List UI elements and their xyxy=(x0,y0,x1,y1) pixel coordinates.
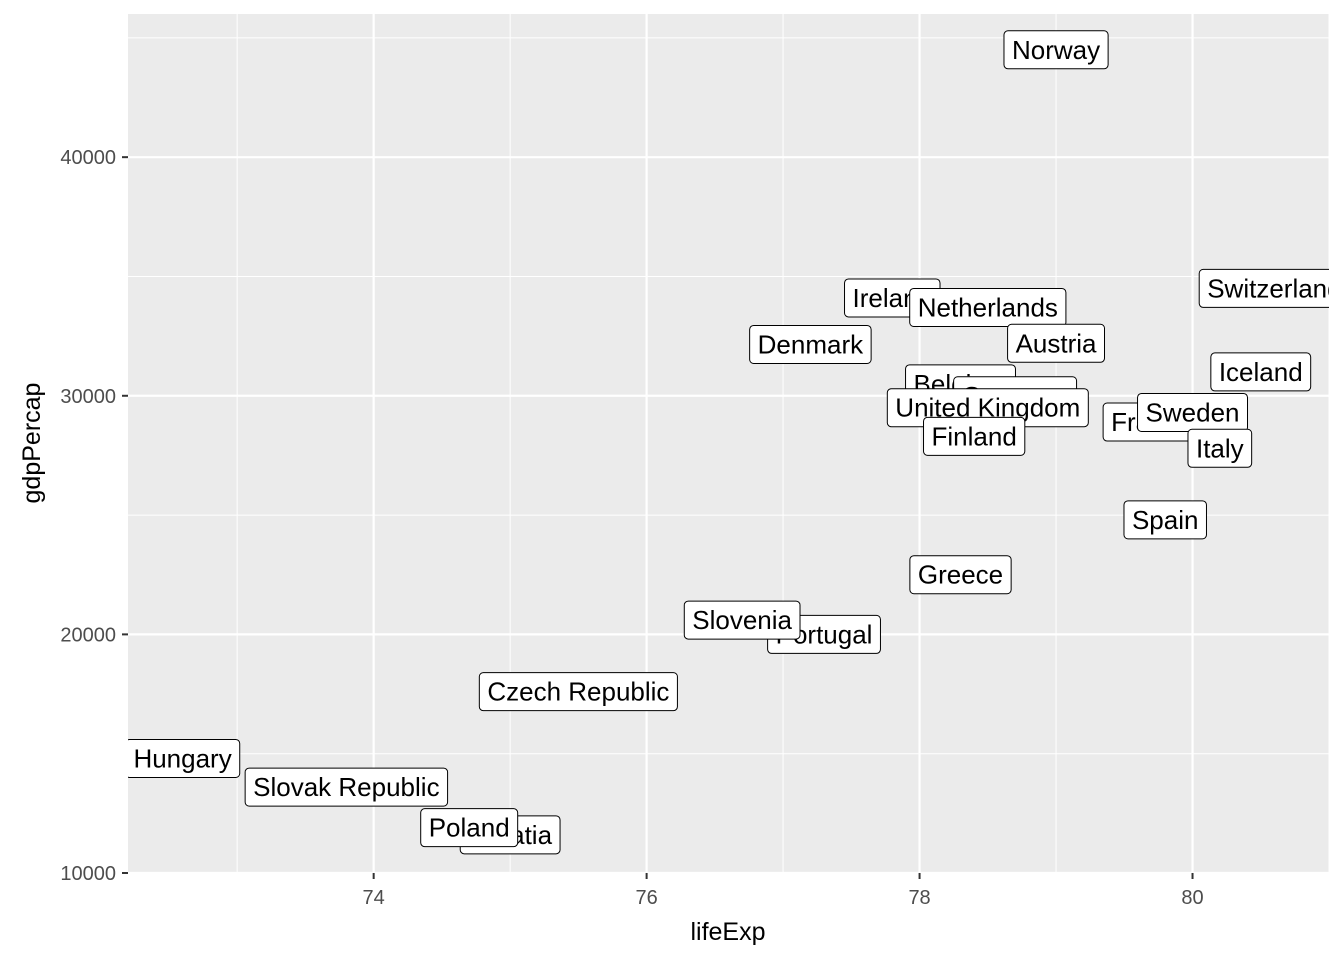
point-label-text: Greece xyxy=(918,560,1003,590)
point-label-box xyxy=(420,808,519,848)
y-tick-label: 20000 xyxy=(60,624,116,646)
point-label-box xyxy=(1187,428,1253,468)
point-label-box xyxy=(923,416,1026,456)
point-label-box xyxy=(1198,268,1329,308)
point-labels: NorwaySwitzerlandIrelandNetherlandsAustr… xyxy=(128,30,1341,855)
point-label-text: Netherlands xyxy=(918,292,1058,322)
point-label: Italy xyxy=(1187,428,1253,468)
point-label-box xyxy=(128,738,241,778)
point-label-box xyxy=(909,287,1067,327)
point-label-box xyxy=(1007,323,1106,363)
point-label-text: Slovak Republic xyxy=(253,772,439,802)
point-label: Switzerland xyxy=(1198,268,1341,308)
x-tick-label: 78 xyxy=(908,887,930,909)
point-label-text: Hungary xyxy=(133,743,231,773)
point-label-text: Austria xyxy=(1016,328,1097,358)
y-axis-title: gdpPercap xyxy=(18,383,46,504)
point-label: Hungary xyxy=(128,738,241,778)
point-label: Austria xyxy=(1007,323,1106,363)
point-label-text: Switzerland xyxy=(1207,273,1341,303)
point-label-box xyxy=(749,324,872,364)
point-label: Slovenia xyxy=(683,600,801,640)
point-label-text: Poland xyxy=(429,813,510,843)
point-label-text: Czech Republic xyxy=(487,677,669,707)
point-label-box xyxy=(1003,30,1109,70)
axes: 74 76 78 80 10000 20000 30000 40000 xyxy=(60,147,1203,909)
point-label: Denmark xyxy=(749,324,872,364)
point-label-box xyxy=(1210,352,1312,392)
point-label-text: Slovenia xyxy=(692,605,792,635)
point-label-text: Finland xyxy=(932,421,1017,451)
point-label-text: Norway xyxy=(1012,35,1100,65)
x-tick-label: 74 xyxy=(363,887,385,909)
point-label-text: Spain xyxy=(1132,505,1199,535)
y-tick-label: 30000 xyxy=(60,386,116,408)
point-label: Netherlands xyxy=(909,287,1067,327)
point-label-box xyxy=(478,672,678,712)
point-label: Czech Republic xyxy=(478,672,678,712)
point-label: Slovak Republic xyxy=(244,767,449,807)
x-axis-title: lifeExp xyxy=(690,918,765,946)
point-label-text: Sweden xyxy=(1146,397,1240,427)
point-label-box xyxy=(1123,500,1207,540)
point-label-box xyxy=(244,767,449,807)
plot-panel xyxy=(128,14,1329,873)
point-label-text: Italy xyxy=(1196,433,1244,463)
y-tick-label: 40000 xyxy=(60,147,116,169)
y-tick-label: 10000 xyxy=(60,863,116,885)
point-label-box xyxy=(909,555,1012,595)
point-label: Norway xyxy=(1003,30,1109,70)
x-tick-label: 80 xyxy=(1181,887,1203,909)
point-label: Sweden xyxy=(1137,392,1249,432)
point-label: Greece xyxy=(909,555,1012,595)
x-tick-label: 76 xyxy=(635,887,657,909)
point-label: Poland xyxy=(420,808,519,848)
point-label: Iceland xyxy=(1210,352,1312,392)
point-label-text: Denmark xyxy=(758,329,864,359)
point-label: Finland xyxy=(923,416,1026,456)
point-label-text: Iceland xyxy=(1219,357,1303,387)
point-label: Spain xyxy=(1123,500,1207,540)
point-label-box xyxy=(683,600,801,640)
